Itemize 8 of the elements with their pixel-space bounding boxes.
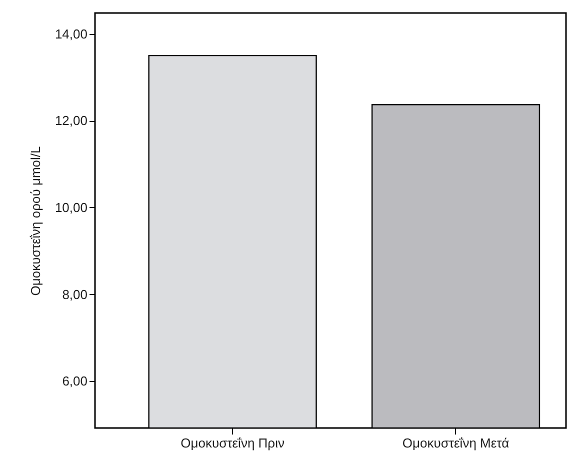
- y-tick-label: 12,00: [54, 113, 88, 128]
- y-tick-label: 10,00: [54, 200, 88, 215]
- y-axis-title: Ομοκυστεΐνη ορού μmol/L: [28, 146, 43, 296]
- y-tick-label: 8,00: [62, 286, 88, 302]
- y-tick-label: 6,00: [62, 374, 88, 389]
- y-tick-label: 14,00: [54, 26, 88, 42]
- x-tick-label: Ομοκυστεΐνη Πριν: [180, 436, 284, 450]
- x-tick-label: Ομοκυστεΐνη Μετά: [402, 436, 510, 450]
